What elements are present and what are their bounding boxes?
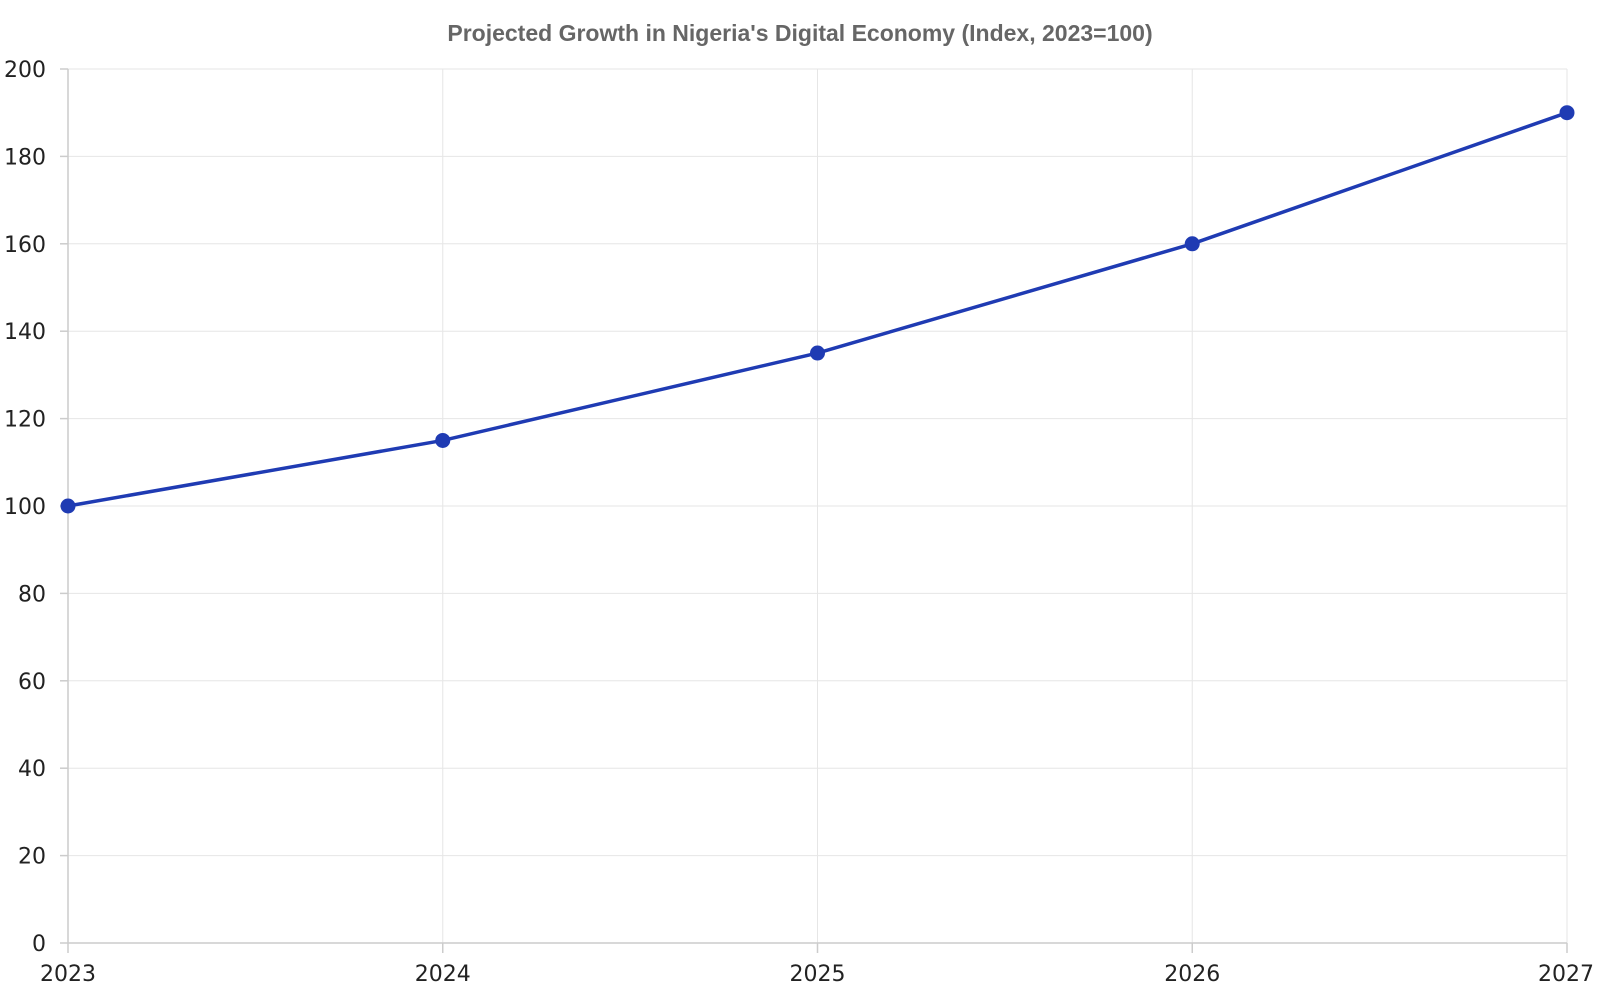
y-tick-label: 160 (4, 233, 46, 258)
x-tick-label: 2024 (415, 962, 471, 987)
x-tick-label: 2026 (1164, 962, 1220, 987)
data-point[interactable] (1184, 236, 1200, 252)
x-tick-label: 2025 (790, 962, 846, 987)
data-point[interactable] (810, 345, 825, 361)
data-point[interactable] (60, 498, 76, 514)
grid-layer (67, 68, 1568, 943)
y-tick-label: 120 (4, 408, 46, 433)
y-tick-label: 200 (4, 58, 46, 83)
y-tick-label: 180 (4, 145, 46, 170)
data-point[interactable] (435, 432, 451, 448)
x-tick-label: 2023 (40, 962, 96, 987)
y-tick-label: 40 (18, 757, 46, 782)
y-tick-label: 80 (18, 582, 46, 607)
data-point[interactable] (1559, 105, 1575, 121)
y-tick-label: 20 (18, 845, 46, 870)
series-layer (60, 105, 1575, 514)
y-tick-label: 0 (32, 932, 46, 957)
y-tick-label: 60 (18, 670, 46, 695)
y-tick-label: 140 (4, 320, 46, 345)
y-tick-label: 100 (4, 495, 46, 520)
x-tick-label: 2027 (1538, 962, 1594, 987)
label-layer: 0 20 40 60 80 100 120 140 160 180 200 2023 2024 2025 2… (4, 58, 1594, 987)
axis-layer (60, 68, 1568, 953)
chart-title: Projected Growth in Nigeria's Digital Ec… (447, 20, 1153, 46)
